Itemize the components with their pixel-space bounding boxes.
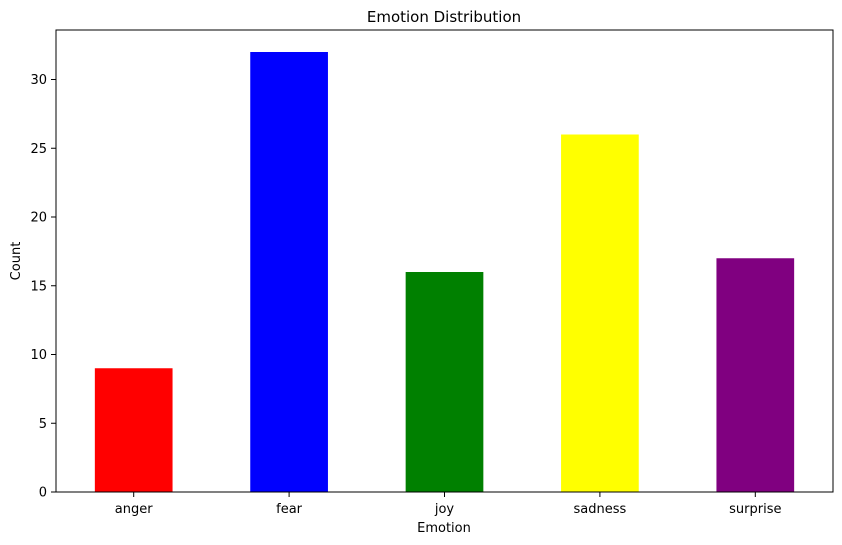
bar-sadness bbox=[561, 134, 639, 492]
y-tick-label: 25 bbox=[30, 142, 47, 157]
bars-layer bbox=[94, 52, 795, 492]
y-tick-label: 20 bbox=[30, 211, 47, 226]
y-tick-label: 0 bbox=[39, 486, 47, 501]
x-tick-label: surprise bbox=[729, 502, 781, 517]
x-tick-label: sadness bbox=[574, 502, 627, 517]
y-tick-label: 30 bbox=[30, 73, 47, 88]
y-tick-label: 15 bbox=[30, 279, 47, 294]
y-axis: 0 5 10 15 20 25 30 bbox=[30, 73, 56, 501]
bar-joy bbox=[405, 272, 484, 492]
bar-fear bbox=[250, 52, 328, 492]
x-axis: anger fear joy sadness surprise bbox=[115, 492, 781, 517]
x-tick-label: fear bbox=[276, 502, 303, 517]
y-tick-label: 10 bbox=[30, 348, 47, 363]
x-tick-label: anger bbox=[115, 502, 153, 517]
bar-surprise bbox=[716, 258, 795, 492]
chart-title: Emotion Distribution bbox=[367, 8, 521, 26]
y-tick-label: 5 bbox=[39, 417, 47, 432]
bar-anger bbox=[94, 368, 173, 492]
x-axis-label: Emotion bbox=[417, 521, 471, 536]
x-tick-label: joy bbox=[434, 502, 455, 517]
y-axis-label: Count bbox=[9, 242, 24, 281]
